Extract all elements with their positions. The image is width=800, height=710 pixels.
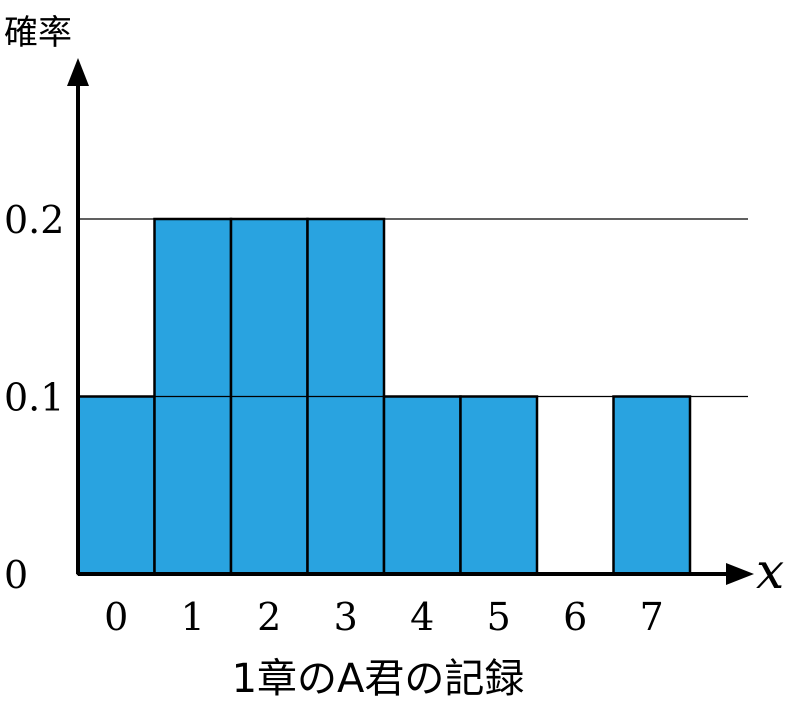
bars <box>76 217 748 576</box>
bar-5 <box>459 395 539 576</box>
x-tick-label: 4 <box>410 595 434 639</box>
bar-0 <box>76 395 156 576</box>
y-tick-label: 0.2 <box>4 198 64 242</box>
y-axis-label: 確率 <box>4 13 72 53</box>
x-tick-label: 7 <box>640 595 664 639</box>
bar-4 <box>382 395 462 576</box>
y-tick-label: 0 <box>4 553 28 597</box>
x-tick-label: 6 <box>563 595 587 639</box>
x-axis-arrow <box>726 563 754 585</box>
bar-7 <box>612 395 692 576</box>
y-axis-arrow <box>67 58 89 86</box>
x-tick-label: 0 <box>104 595 128 639</box>
y-tick-labels: 0 0.1 0.2 <box>4 198 64 597</box>
x-tick-label: 3 <box>334 595 358 639</box>
x-tick-label: 5 <box>487 595 511 639</box>
x-tick-labels: 0 1 2 3 4 5 6 7 <box>104 595 664 639</box>
x-tick-label: 2 <box>257 595 281 639</box>
chart-title: 1章のA君の記録 <box>232 656 525 702</box>
x-axis-label: x <box>756 542 784 600</box>
y-tick-label: 0.1 <box>4 376 64 420</box>
x-tick-label: 1 <box>181 595 205 639</box>
